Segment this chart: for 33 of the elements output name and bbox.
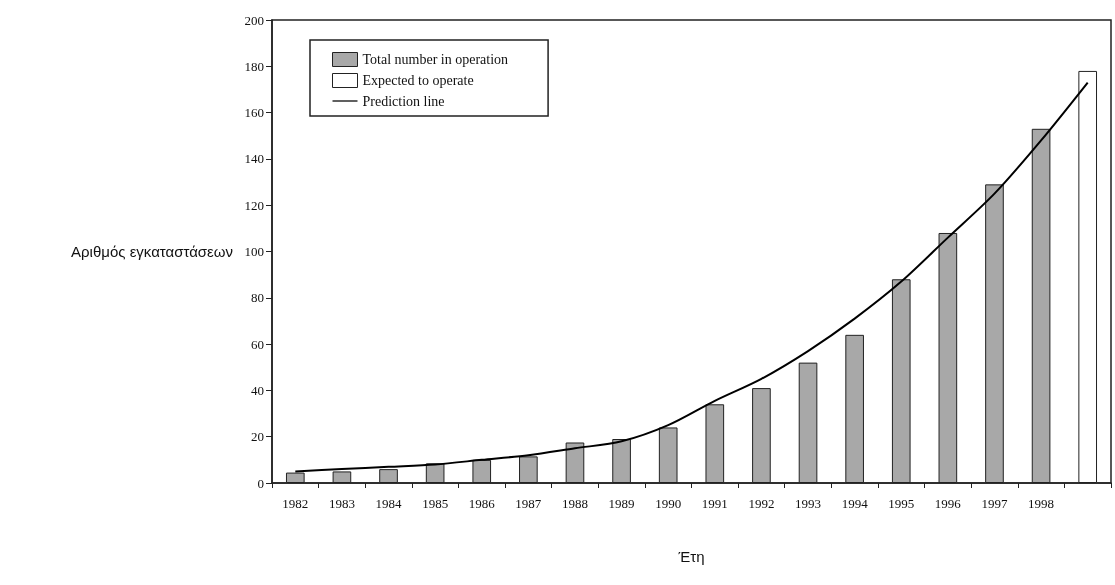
x-tick-label: 1984: [375, 496, 403, 511]
x-tick-label: 1993: [795, 496, 822, 511]
x-tick-label: 1988: [561, 496, 588, 511]
x-tick-label: 1986: [468, 496, 496, 511]
y-tick-label: 0: [257, 475, 264, 491]
x-tick-label: 1997: [981, 496, 1008, 511]
y-tick-label: 60: [251, 336, 264, 352]
y-tick-label: 140: [244, 151, 264, 167]
x-tick-label: 1982: [282, 496, 309, 511]
y-tick-label: 80: [251, 290, 264, 306]
x-tick-label: 1995: [888, 496, 915, 511]
x-tick-label: 1987: [515, 496, 542, 511]
x-tick-label: 1996: [934, 496, 962, 511]
legend-label: Total number in operation: [362, 52, 509, 67]
x-axis-title: Έτη: [677, 548, 705, 565]
x-tick-label: 1990: [655, 496, 682, 511]
y-tick-label: 180: [244, 58, 264, 74]
x-tick-label: 1985: [422, 496, 449, 511]
y-tick-label: 120: [244, 197, 264, 213]
x-tick-label: 1983: [328, 496, 355, 511]
x-tick-label: 1994: [841, 496, 869, 511]
y-tick-label: 200: [244, 12, 264, 28]
legend-label: Prediction line: [362, 93, 445, 109]
y-tick-label: 100: [244, 244, 264, 259]
y-tick-label: 20: [251, 429, 264, 445]
y-tick-label: 160: [244, 105, 264, 121]
x-tick-label: 1991: [701, 496, 728, 511]
legend-label: Expected to operate: [362, 73, 474, 88]
y-tick-label: 40: [251, 382, 264, 398]
x-tick-label: 1998: [1028, 496, 1055, 511]
x-tick-label: 1989: [608, 496, 635, 511]
y-axis-title: Αριθμός εγκαταστάσεων: [71, 243, 233, 260]
x-tick-label: 1992: [748, 496, 775, 511]
